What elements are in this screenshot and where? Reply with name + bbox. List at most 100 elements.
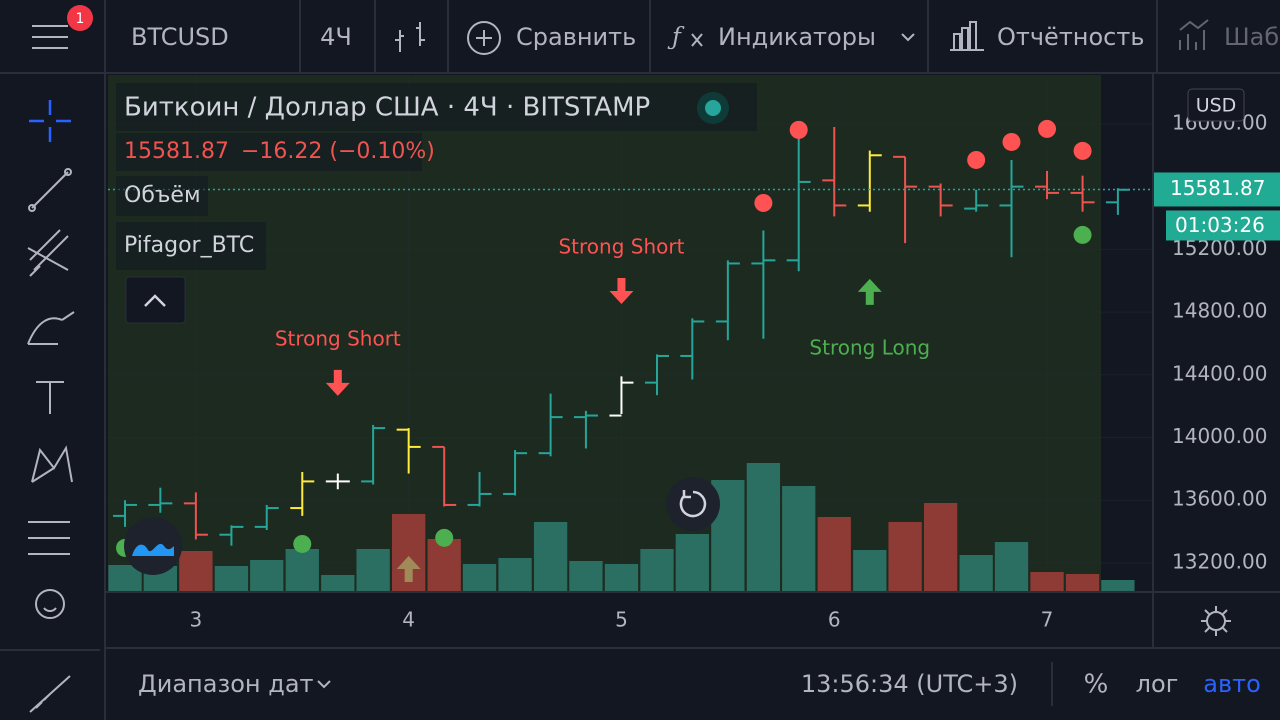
volume-bar <box>498 558 532 591</box>
reset-icon <box>679 490 707 518</box>
volume-bar <box>462 564 497 591</box>
legend-volume: Объём <box>124 183 201 208</box>
date-range[interactable]: Диапазон дат <box>138 670 314 698</box>
signal-dot <box>1073 225 1092 244</box>
fib-tool[interactable] <box>27 229 69 277</box>
x-tick-label: 5 <box>615 608 628 632</box>
legend-price: 15581.87 <box>124 139 229 164</box>
legend-box <box>116 133 422 171</box>
menu-icon <box>32 25 68 49</box>
volume-bar <box>1101 580 1135 591</box>
signal-dot <box>435 528 454 547</box>
settings-button[interactable] <box>1201 606 1231 636</box>
toolbar <box>0 0 1280 73</box>
volume-bar <box>994 542 1029 591</box>
countdown-tag <box>1166 210 1280 241</box>
price-bars <box>113 127 1130 546</box>
volume-bar <box>285 549 319 591</box>
time-axis: 3 4 5 6 7 <box>190 608 1054 632</box>
interval[interactable]: 4Ч <box>320 23 352 51</box>
volume-bar <box>640 549 674 591</box>
signal-arrow <box>609 277 634 304</box>
signal-dot <box>967 150 986 169</box>
x-tick-label: 6 <box>828 608 841 632</box>
fx-icon: ƒ <box>667 23 685 51</box>
volume-bar <box>427 539 461 591</box>
gear <box>1206 611 1226 631</box>
clock: 13:56:34 (UTC+3) <box>801 670 1018 698</box>
volume-bar <box>853 550 887 591</box>
drawing-tools <box>0 100 100 713</box>
badge-count: 1 <box>76 11 85 27</box>
templates[interactable]: Шаб <box>1224 23 1279 51</box>
volume-bar <box>817 517 851 591</box>
signal-dot <box>754 193 773 212</box>
volume-bar <box>959 555 993 591</box>
legend-box <box>116 222 266 270</box>
currency: USD <box>1196 95 1237 117</box>
indicators-chevron[interactable] <box>901 33 915 42</box>
trend-line-tool[interactable] <box>31 171 69 209</box>
legend-box <box>116 176 208 216</box>
symbol[interactable]: BTCUSD <box>131 23 229 51</box>
signal-dot <box>789 120 808 139</box>
volume-bar <box>604 564 639 591</box>
auto-toggle[interactable]: авто <box>1203 670 1261 698</box>
annotation: Strong Short <box>275 326 401 350</box>
volume-bar <box>250 560 284 591</box>
y-tick-label: 14800.00 <box>1172 299 1267 323</box>
signal-dot <box>1038 119 1057 138</box>
compare-plus <box>476 30 492 46</box>
menu-button[interactable]: 1 <box>32 5 93 49</box>
volume-bar <box>888 522 922 591</box>
badge <box>67 5 93 31</box>
reports[interactable]: Отчётность <box>997 23 1145 51</box>
reset-button[interactable] <box>666 477 720 531</box>
volume-bar <box>356 549 390 591</box>
prediction-tool[interactable] <box>28 521 70 555</box>
templates-icon <box>1179 19 1209 50</box>
gear-teeth <box>1201 606 1231 636</box>
signal-dot <box>1002 132 1021 151</box>
reports-icon <box>950 21 984 51</box>
volume-bar <box>782 486 816 591</box>
crosshair-tool[interactable] <box>29 100 71 142</box>
date-range-chevron <box>317 680 331 689</box>
ruler-tool[interactable] <box>29 675 71 713</box>
x-tick-label: 4 <box>402 608 415 632</box>
collapse-icon <box>144 294 166 307</box>
separators <box>104 0 1158 720</box>
currency-button[interactable] <box>1187 88 1245 122</box>
indicators[interactable]: Индикаторы <box>718 23 876 51</box>
pattern-tool[interactable] <box>31 445 73 483</box>
brush-tool[interactable] <box>27 311 75 345</box>
annotation: Strong Long <box>809 335 930 359</box>
volume-bar <box>746 463 781 591</box>
legend-indicator: Pifagor_BTC <box>124 233 254 258</box>
signal-dot <box>1073 141 1092 160</box>
compare[interactable]: Сравнить <box>516 23 636 51</box>
signal-arrow <box>325 369 350 396</box>
log-toggle[interactable]: лог <box>1136 670 1179 698</box>
volume-bar <box>675 534 709 591</box>
volume-bar <box>179 551 213 591</box>
signal-arrow <box>857 278 882 305</box>
legend-change: −16.22 (−0.10%) <box>241 139 435 164</box>
percent-toggle[interactable]: % <box>1084 670 1109 700</box>
dot <box>64 168 72 176</box>
legend-box <box>116 83 757 131</box>
collapse-button[interactable] <box>125 276 186 324</box>
y-tick-label: 14000.00 <box>1172 424 1267 448</box>
annotation: Strong Short <box>558 234 684 258</box>
emoji-tool[interactable] <box>35 589 65 619</box>
compare-icon[interactable] <box>467 21 501 55</box>
bar-style-icon[interactable] <box>395 22 425 52</box>
smile <box>43 607 57 612</box>
fx-x <box>691 33 703 47</box>
x-tick-label: 3 <box>190 608 203 632</box>
text-tool[interactable] <box>36 381 64 414</box>
volume-bar <box>214 566 249 591</box>
volume-bar <box>533 522 568 591</box>
logo-button[interactable] <box>124 517 182 575</box>
